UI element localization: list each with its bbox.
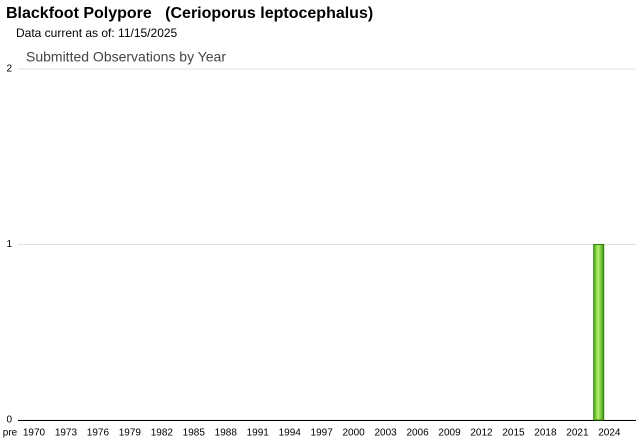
x-tick-label: 1970 [23,428,46,439]
x-tick-label: 2018 [534,428,557,439]
scientific-name: Cerioporus leptocephalus [170,5,368,22]
x-tick-label: 1997 [311,428,334,439]
chart-title: Submitted Observations by Year [26,49,226,65]
x-tick-label: 1979 [119,428,142,439]
x-tick-label: 1991 [247,428,270,439]
bar [593,244,605,421]
x-tick-label: 1994 [279,428,302,439]
data-date: Data current as of: 11/15/2025 [16,26,178,40]
x-tick-label: 1988 [215,428,238,439]
y-tick-label: 0 [6,415,12,426]
x-tick-label: 2009 [438,428,461,439]
page-title: Blackfoot Polypore (Cerioporus leptoceph… [6,5,374,22]
x-tick-label: 2003 [374,428,397,439]
common-name: Blackfoot Polypore [6,5,152,22]
x-tick-label: 2024 [598,428,621,439]
x-tick-label: 2012 [470,428,493,439]
x-tick-label: 1985 [183,428,206,439]
x-tick-label: 2000 [343,428,366,439]
y-tick-label: 1 [6,239,12,250]
x-tick-label: 2015 [502,428,525,439]
x-tick-label: 2006 [406,428,429,439]
y-tick-label: 2 [6,64,12,75]
x-tick-label: 1982 [151,428,174,439]
x-tick-label: pre [3,428,18,439]
x-tick-label: 1973 [55,428,78,439]
x-tick-label: 1976 [87,428,110,439]
x-tick-label: 2021 [566,428,589,439]
